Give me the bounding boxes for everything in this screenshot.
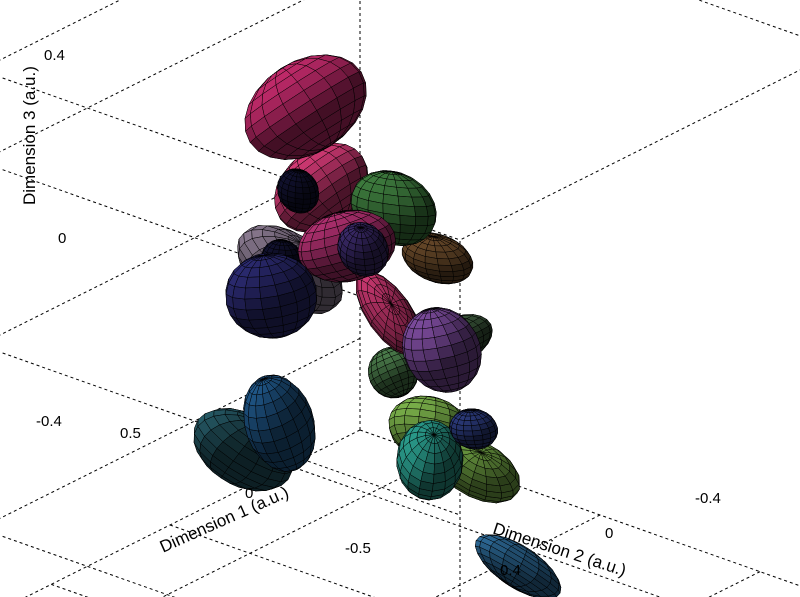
z-axis-label: Dimension 3 (a.u.) bbox=[20, 66, 40, 205]
x-tick: 0 bbox=[245, 485, 253, 502]
plot3d-ellipsoids: { "type": "scatter3d-ellipsoids", "backg… bbox=[0, 0, 800, 597]
y-tick: 0 bbox=[605, 525, 613, 542]
x-tick: -0.5 bbox=[345, 540, 371, 557]
y-tick: 0.4 bbox=[500, 562, 521, 579]
z-tick: -0.4 bbox=[36, 413, 62, 430]
y-tick: -0.4 bbox=[695, 490, 721, 507]
x-tick: 0.5 bbox=[120, 425, 141, 442]
z-tick: 0.4 bbox=[44, 47, 65, 64]
z-tick: 0 bbox=[58, 230, 66, 247]
scene-svg bbox=[0, 0, 800, 597]
